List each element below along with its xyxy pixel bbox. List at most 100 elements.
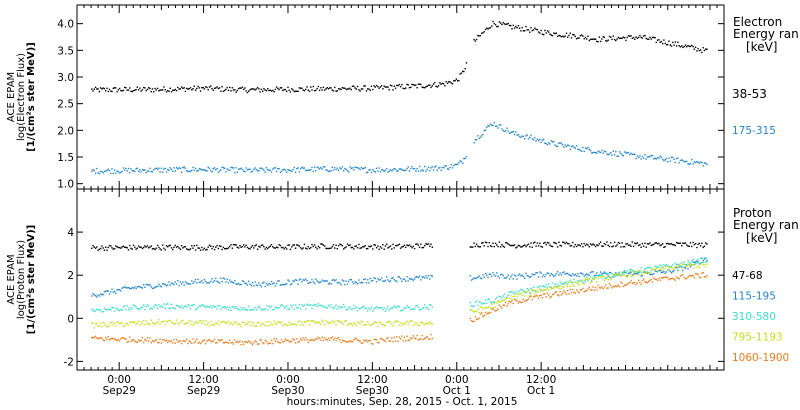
data-point (591, 244, 593, 246)
data-point (216, 167, 218, 170)
data-point (118, 289, 121, 291)
data-point (446, 168, 449, 170)
data-point (351, 85, 354, 87)
data-point (637, 36, 640, 39)
data-point (122, 286, 125, 289)
data-point (298, 87, 301, 89)
data-point (406, 83, 408, 86)
data-point (587, 35, 589, 37)
data-point (639, 271, 641, 274)
data-point (464, 68, 466, 70)
data-point (511, 244, 513, 247)
data-point (318, 322, 321, 324)
data-point (532, 286, 535, 288)
data-point (378, 307, 380, 309)
data-point (137, 320, 140, 322)
data-point (587, 278, 589, 280)
data-point (239, 309, 241, 311)
data-point (664, 264, 666, 267)
data-point (560, 142, 563, 145)
data-point (641, 274, 644, 277)
data-point (213, 248, 216, 251)
data-point (115, 307, 117, 309)
data-point (112, 172, 114, 174)
data-point (486, 126, 488, 129)
data-point (584, 274, 587, 276)
data-point (353, 282, 355, 285)
data-point (356, 85, 359, 88)
data-point (174, 281, 176, 283)
data-point (349, 339, 351, 342)
data-point (167, 284, 169, 286)
data-point (553, 32, 555, 34)
data-point (599, 276, 602, 278)
data-point (641, 279, 644, 282)
data-point (574, 281, 576, 283)
data-point (508, 24, 511, 27)
data-point (373, 322, 375, 324)
data-point (620, 281, 622, 283)
data-point (554, 32, 556, 35)
data-point (497, 308, 499, 310)
data-point (153, 287, 155, 289)
data-point (503, 246, 506, 248)
data-point (139, 308, 141, 310)
data-point (548, 142, 550, 144)
data-point (112, 337, 114, 340)
data-point (635, 271, 637, 273)
data-point (241, 280, 244, 282)
data-point (149, 308, 151, 310)
data-point (96, 88, 98, 90)
data-point (579, 149, 582, 152)
data-point (610, 272, 612, 274)
data-point (148, 247, 150, 249)
data-point (269, 245, 271, 247)
data-point (515, 247, 517, 249)
data-point (297, 90, 299, 92)
data-point (435, 165, 437, 167)
data-point (96, 246, 98, 248)
data-point (510, 276, 512, 278)
data-point (168, 281, 170, 283)
data-point (394, 87, 397, 89)
data-point (301, 87, 303, 89)
data-point (277, 280, 279, 282)
data-point (562, 271, 564, 274)
data-point (544, 29, 546, 32)
data-point (354, 166, 356, 168)
data-point (649, 266, 651, 269)
data-point (201, 246, 203, 249)
data-point (463, 70, 465, 73)
data-point (225, 281, 227, 283)
data-point (431, 322, 433, 325)
data-point (212, 89, 214, 92)
data-point (305, 169, 307, 172)
data-point (256, 343, 259, 345)
data-point (462, 162, 464, 164)
data-point (294, 342, 297, 344)
data-point (213, 167, 216, 169)
data-point (108, 244, 111, 247)
data-point (667, 43, 669, 46)
data-point (597, 244, 599, 247)
data-point (217, 247, 220, 250)
data-point (592, 286, 594, 288)
data-point (134, 89, 136, 91)
data-point (693, 161, 695, 163)
data-point (275, 282, 278, 285)
data-point (392, 325, 394, 327)
data-point (206, 248, 208, 251)
data-point (417, 83, 420, 85)
data-point (121, 287, 123, 289)
data-point (703, 245, 706, 247)
data-point (422, 338, 425, 341)
data-point (526, 134, 528, 136)
data-point (92, 245, 94, 247)
data-point (618, 271, 621, 273)
data-point (353, 304, 355, 307)
y-axis-label-line: ACE EPAM (6, 72, 17, 122)
data-point (182, 340, 184, 342)
data-point (305, 247, 307, 249)
data-point (608, 283, 611, 285)
data-point (202, 304, 204, 306)
